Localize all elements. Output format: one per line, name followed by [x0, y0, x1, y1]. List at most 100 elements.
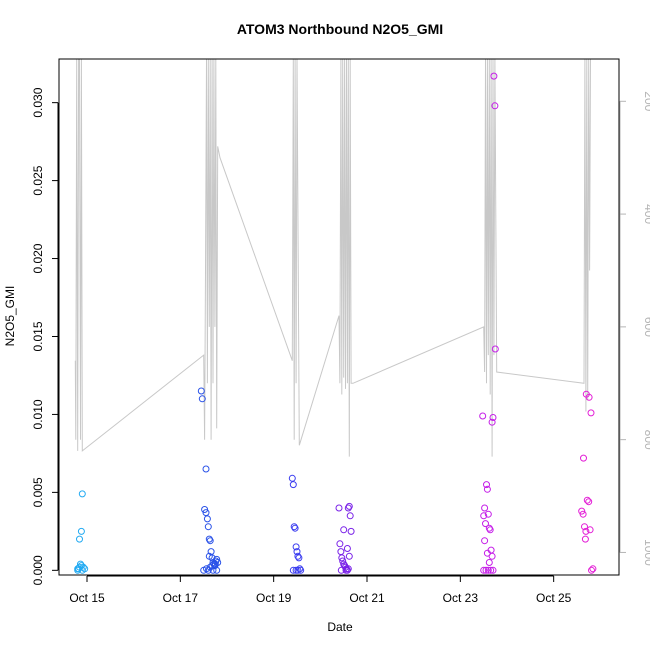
data-point: [74, 565, 82, 573]
data-point: [479, 412, 487, 420]
data-point: [585, 393, 593, 401]
data-point: [294, 552, 302, 560]
data-point: [198, 395, 206, 403]
right-tick-label: 600: [642, 317, 650, 337]
data-point: [344, 504, 352, 512]
x-tick-label: Oct 17: [163, 591, 199, 605]
data-point: [579, 510, 587, 518]
chart-title: ATOM3 Northbound N2O5_GMI: [237, 21, 443, 37]
data-point: [482, 566, 490, 574]
y-tick-label: 0.025: [31, 165, 45, 195]
data-point: [480, 512, 488, 520]
data-point: [294, 566, 302, 574]
data-point: [346, 512, 354, 520]
data-point: [289, 566, 297, 574]
data-point: [589, 565, 597, 573]
data-point: [489, 566, 497, 574]
data-point: [581, 535, 589, 543]
x-axis-label: Date: [327, 620, 353, 634]
data-point: [197, 387, 205, 395]
data-point: [485, 559, 493, 566]
data-point: [291, 524, 299, 532]
data-point: [337, 548, 345, 556]
data-point: [81, 565, 89, 573]
data-point: [289, 481, 297, 489]
data-point: [344, 565, 352, 573]
right-tick-label: 800: [642, 430, 650, 450]
data-point: [581, 523, 588, 531]
x-tick-label: Oct 25: [536, 591, 572, 605]
data-point: [296, 565, 304, 573]
data-point: [582, 527, 590, 535]
data-point: [203, 515, 211, 523]
data-point: [76, 535, 83, 543]
data-point: [482, 520, 489, 528]
x-tick-label: Oct 23: [443, 591, 479, 605]
data-point: [586, 526, 594, 534]
data-point: [483, 485, 491, 493]
data-point: [202, 509, 210, 517]
data-point: [491, 345, 499, 353]
right-tick-label: 400: [642, 204, 650, 224]
x-tick-label: Oct 15: [69, 591, 105, 605]
data-point: [77, 527, 85, 535]
right-tick-label: 1000: [642, 539, 650, 566]
data-point: [491, 102, 499, 110]
data-point: [203, 565, 210, 573]
data-point: [78, 490, 86, 498]
data-point: [213, 555, 221, 563]
data-point: [481, 504, 489, 512]
data-point: [202, 465, 210, 473]
right-tick-label: 200: [642, 91, 650, 111]
x-tick-label: Oct 21: [349, 591, 385, 605]
pressure-line: [74, 58, 591, 457]
data-point: [483, 481, 490, 489]
y-tick-label: 0.005: [31, 477, 45, 507]
data-point: [489, 414, 497, 421]
data-point: [339, 557, 347, 565]
data-point: [484, 566, 492, 574]
y-tick-label: 0.010: [31, 399, 45, 429]
y-tick-label: 0.030: [31, 87, 45, 117]
data-point: [288, 474, 296, 482]
data-point: [487, 566, 495, 574]
data-point: [205, 552, 213, 560]
y-axis-label: N2O5_GMI: [3, 286, 17, 347]
data-point: [343, 545, 351, 552]
data-point: [337, 566, 345, 574]
data-point: [209, 566, 217, 574]
data-point: [587, 409, 595, 417]
data-point: [208, 562, 216, 570]
x-tick-label: Oct 19: [256, 591, 292, 605]
data-point: [481, 537, 489, 545]
data-point: [338, 554, 346, 562]
data-point: [345, 552, 353, 560]
data-point: [580, 454, 587, 462]
data-point: [297, 566, 305, 574]
data-point: [335, 504, 343, 512]
data-point: [480, 566, 488, 574]
data-point: [340, 526, 348, 534]
data-point: [293, 548, 301, 556]
data-point: [206, 537, 214, 545]
data-point: [345, 502, 353, 510]
data-point: [486, 526, 494, 534]
data-point: [483, 549, 491, 557]
data-point: [588, 566, 595, 574]
data-point: [490, 72, 498, 80]
y-tick-label: 0.015: [31, 321, 45, 351]
data-point: [292, 543, 300, 551]
y-tick-label: 0.000: [31, 555, 45, 585]
data-point: [488, 552, 496, 560]
data-point: [290, 523, 298, 531]
data-point: [484, 510, 492, 518]
data-point: [336, 540, 344, 548]
data-point: [583, 496, 591, 504]
data-point: [488, 418, 496, 426]
y-tick-label: 0.020: [31, 243, 45, 273]
data-point: [347, 527, 355, 535]
data-point: [585, 498, 593, 506]
plot-frame: [58, 58, 620, 576]
data-point: [213, 566, 221, 574]
